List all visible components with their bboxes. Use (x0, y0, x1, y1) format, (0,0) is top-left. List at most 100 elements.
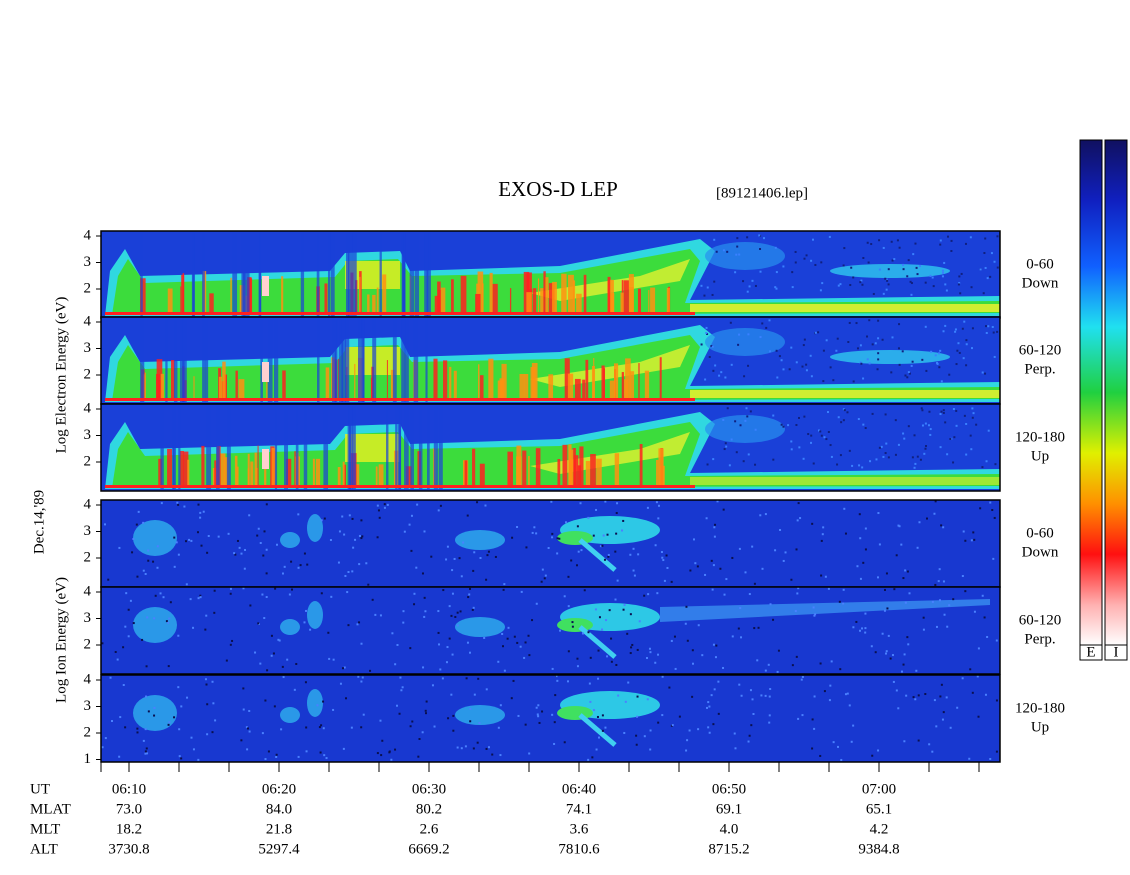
orbit-value: 06:50 (712, 781, 746, 797)
noise (604, 726, 607, 729)
flux-gap (362, 319, 365, 402)
flux-green (112, 422, 1000, 488)
noise (984, 372, 987, 375)
noise (958, 275, 961, 278)
noise (776, 670, 779, 673)
noise (654, 544, 657, 547)
noise (712, 564, 715, 567)
noise (519, 645, 522, 648)
flux-gap (426, 406, 430, 489)
noise (713, 535, 716, 538)
noise (122, 684, 125, 687)
noise (926, 517, 929, 520)
noise (131, 551, 134, 554)
noise (450, 614, 453, 617)
noise (168, 721, 171, 724)
noise (725, 578, 728, 581)
noise (633, 574, 636, 577)
noise (882, 246, 885, 249)
noise (817, 331, 820, 334)
noise (643, 735, 646, 738)
noise (188, 538, 191, 541)
noise (758, 234, 761, 237)
noise (994, 463, 997, 466)
noise (240, 552, 243, 555)
noise (963, 414, 966, 417)
noise (607, 553, 610, 556)
flux-red (572, 280, 576, 313)
flux-red (390, 369, 395, 399)
noise (288, 593, 291, 596)
noise (460, 747, 463, 750)
noise (842, 602, 845, 605)
orbit-value: 3.6 (570, 821, 589, 837)
noise (809, 354, 812, 357)
noise (774, 549, 777, 552)
noise (942, 409, 945, 412)
flux-gap (232, 233, 238, 316)
noise (897, 443, 900, 446)
noise (261, 732, 264, 735)
flux-gap (418, 406, 423, 489)
flux-red (582, 379, 586, 399)
noise (415, 566, 418, 569)
noise (946, 453, 949, 456)
noise (848, 321, 851, 324)
noise (896, 239, 899, 242)
noise (305, 726, 308, 729)
noise (533, 526, 536, 529)
flux-gap (274, 406, 278, 489)
noise (972, 412, 975, 415)
noise (691, 649, 694, 652)
noise (297, 566, 300, 569)
noise (708, 705, 711, 708)
noise (608, 609, 611, 612)
flux-gap (206, 406, 212, 489)
noise (860, 362, 863, 365)
flux-gap (433, 406, 438, 489)
noise (768, 319, 771, 322)
flux-red (167, 288, 173, 313)
noise (740, 636, 743, 639)
noise (398, 712, 401, 715)
noise (875, 458, 878, 461)
flux-red (585, 359, 589, 399)
noise (965, 343, 968, 346)
noise (543, 577, 546, 580)
noise (938, 352, 941, 355)
panel-frame (100, 403, 1001, 492)
noise (954, 330, 957, 333)
noise (132, 538, 135, 541)
noise (728, 464, 731, 467)
noise (858, 464, 861, 467)
noise (989, 501, 992, 504)
noise (627, 681, 630, 684)
noise (914, 698, 917, 701)
noise (629, 652, 632, 655)
noise (807, 433, 810, 436)
noise (592, 534, 595, 537)
flux-red (569, 459, 573, 486)
noise (206, 551, 209, 554)
noise (772, 414, 775, 417)
noise (839, 283, 842, 286)
noise (958, 282, 961, 285)
noise (541, 568, 544, 571)
noise (751, 545, 754, 548)
noise (945, 696, 948, 699)
noise (214, 719, 217, 722)
orbit-row-label: MLT (30, 821, 60, 837)
flux-gap (247, 233, 250, 316)
flux-cyan (705, 328, 785, 356)
noise (563, 741, 566, 744)
noise (713, 688, 716, 691)
noise (109, 676, 112, 679)
noise (950, 239, 953, 242)
flux-red (593, 358, 595, 399)
noise (297, 513, 300, 516)
noise (571, 621, 574, 624)
noise (614, 598, 617, 601)
orbit-value: 06:40 (562, 781, 596, 797)
noise (343, 666, 346, 669)
